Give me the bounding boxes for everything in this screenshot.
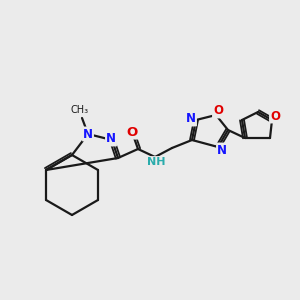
Text: N: N	[106, 133, 116, 146]
Text: N: N	[186, 112, 196, 125]
Text: N: N	[217, 143, 227, 157]
Text: O: O	[126, 125, 138, 139]
Text: O: O	[213, 104, 223, 118]
Text: N: N	[83, 128, 93, 140]
Text: NH: NH	[147, 157, 165, 167]
Text: CH₃: CH₃	[71, 105, 89, 115]
Text: O: O	[270, 110, 280, 122]
